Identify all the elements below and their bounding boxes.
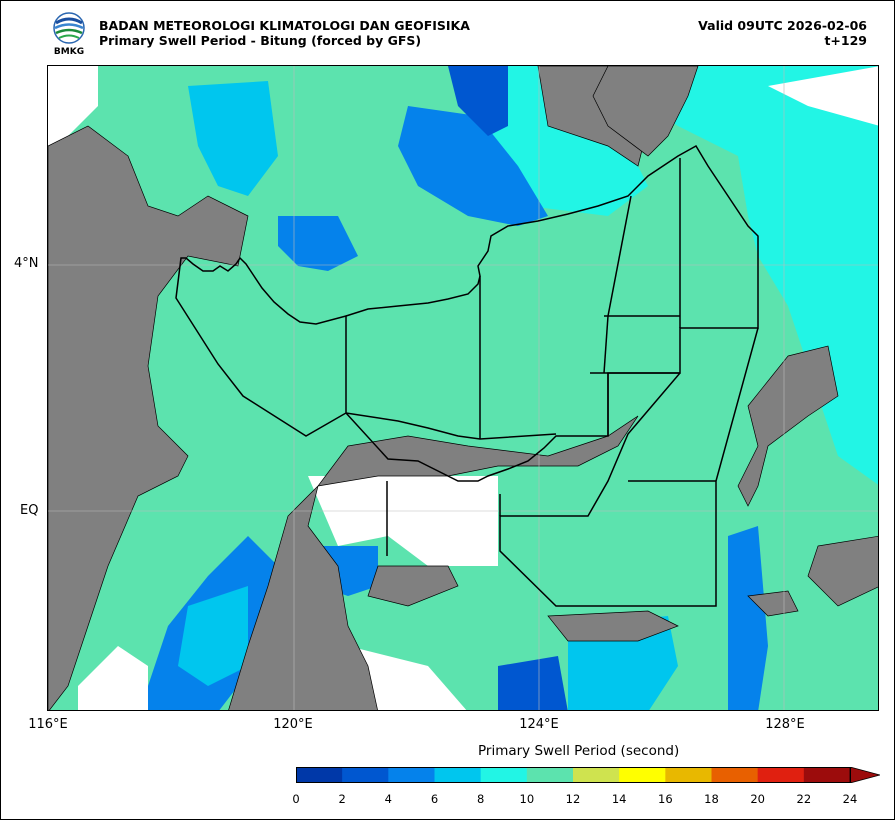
colorbar-tick-label: 12 bbox=[565, 792, 581, 806]
colorbar-tick-label: 4 bbox=[384, 792, 392, 806]
deep-blue-patch-north bbox=[448, 66, 508, 136]
colorbar-title: Primary Swell Period (second) bbox=[478, 743, 680, 759]
borneo-land bbox=[48, 125, 249, 710]
lon-tick-128e: 128°E bbox=[765, 717, 805, 732]
obi-island bbox=[747, 590, 799, 617]
forecast-zone-boundaries bbox=[175, 144, 759, 607]
colorbar-tick-label: 0 bbox=[292, 792, 300, 806]
colorbar-tick-label: 6 bbox=[430, 792, 439, 806]
colorbar-cell bbox=[573, 767, 620, 783]
no-data-northeast bbox=[768, 66, 878, 126]
colorbar-tick-label: 16 bbox=[658, 792, 673, 806]
colorbar-tick-label: 2 bbox=[338, 792, 346, 806]
lat-tick-4n: 4°N bbox=[14, 256, 39, 271]
colorbar-tick-label: 18 bbox=[704, 792, 719, 806]
sula-islands bbox=[547, 610, 679, 642]
valid-time: Valid 09UTC 2026-02-06 bbox=[698, 18, 867, 33]
blue-patch-north bbox=[398, 106, 548, 226]
light-blue-patch-sulu bbox=[188, 81, 278, 196]
vogelkop-land bbox=[807, 535, 878, 607]
colorbar-cell bbox=[526, 767, 574, 783]
lon-tick-124e: 124°E bbox=[519, 717, 559, 732]
no-data-northwest bbox=[48, 66, 98, 146]
colorbar-outline bbox=[296, 767, 851, 783]
header-left: BADAN METEOROLOGI KLIMATOLOGI DAN GEOFIS… bbox=[99, 18, 470, 48]
colorbar-cell bbox=[480, 767, 528, 783]
deep-blue-patch-banda bbox=[498, 656, 568, 710]
lead-time: t+129 bbox=[824, 33, 867, 48]
colorbar-extend-arrow bbox=[849, 767, 880, 783]
no-data-southwest bbox=[78, 646, 148, 710]
colorbar-cell bbox=[757, 767, 805, 783]
colorbar-tick-label: 20 bbox=[750, 792, 765, 806]
header-right: Valid 09UTC 2026-02-06 t+129 bbox=[698, 18, 867, 48]
map-canvas bbox=[48, 66, 878, 710]
lon-tick-120e: 120°E bbox=[273, 717, 313, 732]
colorbar-tick-label: 22 bbox=[796, 792, 812, 806]
lat-tick-eq: EQ bbox=[20, 503, 39, 518]
sulawesi-southeast-arm bbox=[367, 565, 459, 607]
colorbar-tick-label: 8 bbox=[476, 792, 485, 806]
blue-patch-halmahera bbox=[728, 526, 768, 710]
bmkg-logo: BMKG bbox=[53, 12, 85, 56]
cyan-patch-north bbox=[488, 66, 648, 216]
no-data-tomini-bay bbox=[308, 476, 498, 566]
colorbar-cell bbox=[665, 767, 712, 783]
light-blue-patch-makassar bbox=[178, 586, 248, 686]
lon-tick-116e: 116°E bbox=[28, 717, 68, 732]
agency-title: BADAN METEOROLOGI KLIMATOLOGI DAN GEOFIS… bbox=[99, 18, 470, 33]
colorbar-tick-label: 14 bbox=[611, 792, 627, 806]
colorbar bbox=[296, 767, 880, 783]
sulawesi-land bbox=[228, 415, 639, 710]
colorbar-cell bbox=[434, 767, 482, 783]
colorbar-cell bbox=[388, 767, 435, 783]
colorbar-cell bbox=[803, 767, 851, 783]
mindanao-east bbox=[592, 66, 699, 157]
svg-text:BMKG: BMKG bbox=[54, 47, 84, 56]
colorbar-tick-label: 24 bbox=[842, 792, 858, 806]
colorbar-cell bbox=[711, 767, 759, 783]
blue-patch-sulu bbox=[278, 216, 358, 271]
swell-period-map bbox=[47, 65, 879, 711]
halmahera-land bbox=[737, 345, 839, 507]
product-title: Primary Swell Period - Bitung (forced by… bbox=[99, 33, 422, 48]
colorbar-tick-label: 10 bbox=[519, 792, 535, 806]
colorbar-cell bbox=[619, 767, 666, 783]
colorbar-cell bbox=[296, 767, 343, 783]
colorbar-cell bbox=[342, 767, 389, 783]
